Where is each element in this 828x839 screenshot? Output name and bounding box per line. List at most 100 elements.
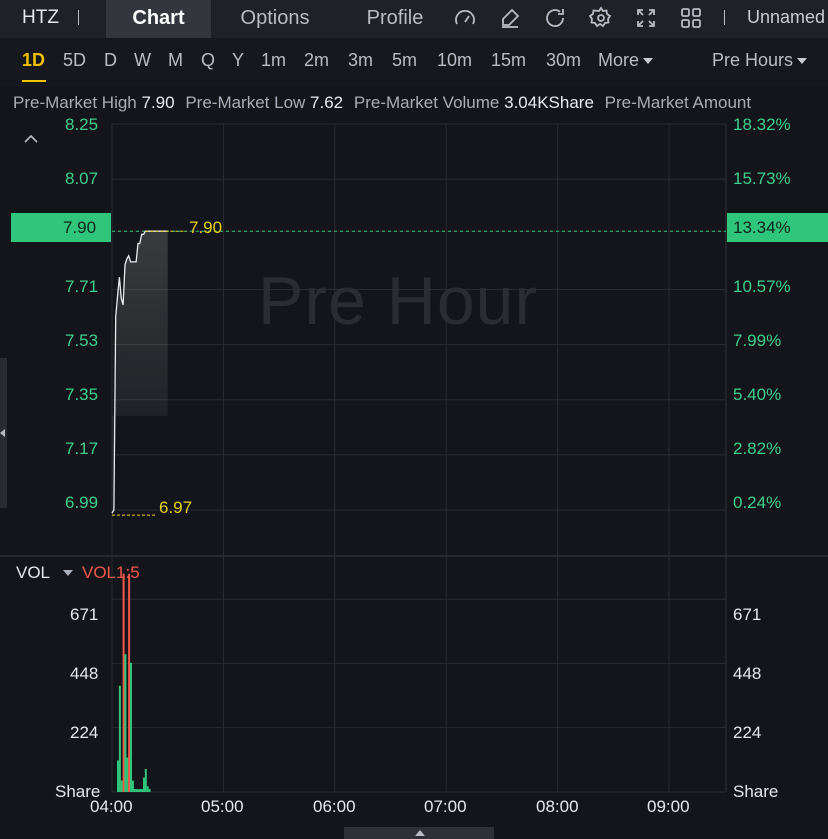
x-tick: 05:00 [201,797,244,816]
x-tick: 07:00 [424,797,467,816]
volume-bar [146,786,149,792]
volume-bar [122,573,125,792]
vol-y-tick-left: 448 [70,664,99,683]
volume-indicator-title[interactable]: VOL [16,563,51,582]
volume-bar [148,789,151,792]
current-change-tag: 13.34% [727,213,828,242]
premarket-low-label: Pre-Market Low [185,93,306,112]
volume-bar [141,789,144,792]
vol-y-tick-right: 224 [733,723,762,742]
volume-bar [135,789,138,792]
gauge-icon[interactable] [453,6,477,30]
divider [724,10,725,25]
premarket-volume-label: Pre-Market Volume [353,93,500,112]
session-select-value: Pre Hours [712,50,794,70]
volume-bar [124,654,127,792]
y-tick-right: 10.57% [733,277,791,296]
x-tick: 06:00 [313,797,356,816]
vol-y-tick-left: 224 [70,723,99,742]
period-30m[interactable]: 30m [546,50,582,70]
period-3m[interactable]: 3m [348,50,374,70]
layout-grid-icon[interactable] [679,6,703,30]
volume-bar [131,780,134,792]
period-y[interactable]: Y [232,50,245,70]
session-select[interactable]: Pre Hours [712,50,808,71]
active-period-underline [22,80,46,82]
period-d[interactable]: D [104,50,117,70]
divider [78,10,79,25]
y-tick-left: 8.25 [65,115,99,134]
refresh-icon[interactable] [543,6,567,30]
chevron-left-icon [0,429,5,437]
volume-bar [120,780,123,792]
period-15m[interactable]: 15m [491,50,527,70]
volume-bar [133,789,136,792]
volume-bar [144,769,147,792]
vol-unit-right: Share [733,782,779,801]
premarket-amount-label: Pre-Market Amount [604,93,752,112]
period-5d[interactable]: 5D [63,50,87,70]
chevron-down-icon [643,58,654,65]
premarket-high-label: Pre-Market High [13,93,137,112]
vol-y-tick-right: 448 [733,664,762,683]
vol-y-tick-left: 671 [70,605,99,624]
more-periods-dropdown[interactable]: More [598,50,654,71]
period-m[interactable]: M [168,50,183,70]
tab-chart[interactable]: Chart [106,0,211,38]
y-tick-left: 7.35 [65,385,99,404]
settings-icon[interactable] [588,6,613,30]
current-price-tag: 7.90 [11,213,111,242]
top-tab-bar: HTZ Chart Options Profile Unnamed [0,0,828,38]
layout-name[interactable]: Unnamed [747,7,826,27]
volume-bar [139,789,142,792]
period-10m[interactable]: 10m [437,50,473,70]
chart-canvas[interactable] [0,110,828,839]
volume-ma-label[interactable]: VOL1:5 [82,563,140,582]
pre-hour-watermark: Pre Hour [258,263,539,339]
max-price-label: 7.90 [189,218,223,237]
min-price-label: 6.97 [159,498,193,517]
period-1d[interactable]: 1D [22,50,46,70]
vol-unit-left: Share [55,782,101,801]
x-tick: 08:00 [536,797,579,816]
chevron-up-icon [415,830,425,836]
period-bar: 1D 5D D W M Q Y 1m 2m 3m 5m 10m 15m 30m … [0,38,828,86]
y-tick-right: 15.73% [733,169,791,188]
bottom-panel-handle[interactable] [344,827,494,839]
pencil-icon[interactable] [498,6,522,30]
volume-bar [130,662,132,792]
tab-profile[interactable]: Profile [366,7,424,29]
y-tick-left: 7.71 [65,277,99,296]
volume-bar [137,789,140,792]
period-q[interactable]: Q [201,50,216,70]
price-area [112,231,168,514]
period-w[interactable]: W [134,50,151,70]
premarket-high-value: 7.90 [141,93,175,112]
left-panel-handle[interactable] [0,358,7,508]
y-tick-right: 7.99% [733,331,782,350]
more-label: More [598,50,640,70]
x-tick: 09:00 [647,797,690,816]
volume-bar [126,757,129,792]
premarket-low-value: 7.62 [310,93,344,112]
fullscreen-icon[interactable] [634,6,658,30]
premarket-volume-value: 3.04KShare [504,93,594,112]
volume-bar [143,777,145,792]
vol-y-tick-right: 671 [733,605,762,624]
y-tick-right: 18.32% [733,115,791,134]
price-line [111,230,168,514]
period-5m[interactable]: 5m [392,50,418,70]
chevron-down-icon[interactable] [63,570,73,576]
y-tick-left: 7.53 [65,331,99,350]
volume-bar [118,685,121,792]
collapse-chevron-up-icon[interactable] [24,134,38,144]
tab-options[interactable]: Options [240,7,310,29]
y-tick-right: 2.82% [733,439,782,458]
y-tick-right: 0.24% [733,493,782,512]
y-tick-left: 7.17 [65,439,99,458]
volume-bar [128,573,131,792]
ticker-symbol: HTZ [22,7,59,28]
period-1m[interactable]: 1m [261,50,287,70]
period-2m[interactable]: 2m [304,50,330,70]
y-tick-left: 8.07 [65,169,99,188]
